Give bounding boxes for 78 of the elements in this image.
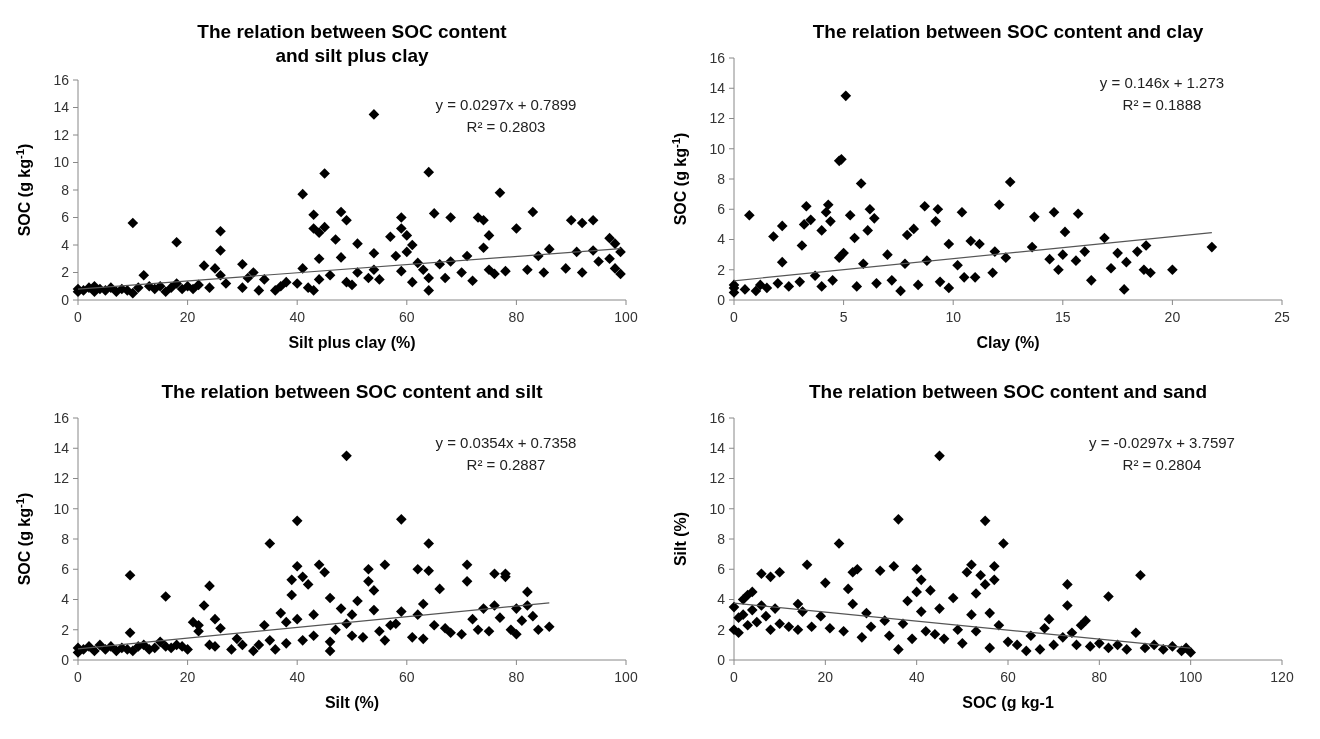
x-tick-label: 20: [817, 669, 834, 685]
x-tick-label: 0: [74, 309, 83, 325]
y-tick-label: 14: [53, 440, 70, 457]
y-tick-label: 6: [61, 561, 70, 578]
x-tick-label: 20: [179, 309, 196, 325]
y-tick-label: 2: [717, 261, 726, 278]
y-tick-label: 6: [717, 561, 726, 578]
annotation: R² = 0.2803: [466, 118, 546, 135]
y-tick-label: 6: [717, 201, 726, 218]
chart-title: The relation between SOC content and clay: [812, 21, 1204, 42]
x-tick-label: 100: [1178, 669, 1203, 685]
x-tick-label: 60: [399, 309, 415, 325]
y-tick-label: 16: [53, 71, 70, 88]
y-tick-label: 12: [53, 126, 70, 143]
y-tick-label: 12: [53, 470, 70, 487]
x-tick-label: 40: [908, 669, 925, 685]
y-tick-label: 14: [709, 440, 726, 457]
y-tick-label: 14: [53, 99, 70, 116]
y-tick-label: 2: [61, 264, 70, 281]
y-tick-label: 2: [717, 621, 726, 638]
x-tick-label: 5: [839, 309, 848, 325]
y-tick-label: 10: [53, 154, 70, 171]
y-tick-label: 12: [709, 470, 726, 487]
annotation: R² = 0.2804: [1122, 456, 1202, 473]
y-tick-label: 0: [61, 651, 70, 668]
y-tick-label: 0: [717, 651, 726, 668]
y-tick-label: 8: [61, 530, 70, 547]
y-tick-label: 16: [709, 409, 726, 426]
x-tick-label: 15: [1055, 309, 1071, 325]
annotation: R² = 0.1888: [1122, 96, 1202, 113]
y-tick-label: 6: [61, 209, 70, 226]
annotation: y = 0.146x + 1.273: [1099, 74, 1225, 91]
x-axis-title: Silt plus clay (%): [288, 334, 416, 351]
x-axis-title: SOC (g kg-1: [962, 694, 1054, 711]
x-tick-label: 0: [730, 669, 739, 685]
x-tick-label: 20: [179, 669, 196, 685]
x-tick-label: 120: [1270, 669, 1294, 685]
x-tick-label: 0: [730, 309, 739, 325]
y-tick-label: 10: [709, 500, 726, 517]
x-tick-label: 80: [508, 309, 525, 325]
y-tick-label: 4: [717, 591, 726, 608]
y-tick-label: 4: [61, 236, 70, 253]
x-axis-title: Clay (%): [976, 334, 1040, 351]
x-tick-label: 60: [1000, 669, 1016, 685]
x-tick-label: 60: [399, 669, 415, 685]
chart-title: The relation between SOC content and silt: [161, 381, 544, 402]
y-tick-label: 12: [709, 110, 726, 127]
x-tick-label: 80: [1091, 669, 1108, 685]
chart-title: The relation between SOC content and sand: [809, 381, 1207, 402]
y-tick-label: 4: [717, 231, 726, 248]
y-tick-label: 16: [53, 409, 70, 426]
y-tick-label: 4: [61, 591, 70, 608]
y-tick-label: 8: [61, 181, 70, 198]
x-tick-label: 80: [508, 669, 525, 685]
y-tick-label: 2: [61, 621, 70, 638]
y-tick-label: 0: [61, 291, 70, 308]
y-tick-label: 14: [709, 80, 726, 97]
x-tick-label: 10: [945, 309, 962, 325]
x-tick-label: 20: [1164, 309, 1181, 325]
x-tick-label: 100: [614, 309, 638, 325]
x-tick-label: 40: [289, 669, 306, 685]
x-axis-title: Silt (%): [324, 694, 380, 711]
annotation: y = -0.0297x + 3.7597: [1089, 434, 1235, 451]
y-tick-label: 8: [717, 530, 726, 547]
annotation: R² = 0.2887: [466, 456, 546, 473]
annotation: y = 0.0297x + 0.7899: [435, 96, 577, 113]
y-tick-label: 16: [709, 49, 726, 66]
y-axis-title: Silt (%): [672, 511, 689, 567]
x-tick-label: 100: [614, 669, 638, 685]
y-tick-label: 0: [717, 291, 726, 308]
x-tick-label: 0: [74, 669, 83, 685]
x-tick-label: 40: [289, 309, 306, 325]
x-tick-label: 25: [1274, 309, 1290, 325]
y-tick-label: 10: [709, 140, 726, 157]
y-tick-label: 8: [717, 170, 726, 187]
annotation: y = 0.0354x + 0.7358: [435, 434, 577, 451]
chart-title: The relation between SOC content and silt plus clay: [197, 21, 508, 66]
y-tick-label: 10: [53, 500, 70, 517]
